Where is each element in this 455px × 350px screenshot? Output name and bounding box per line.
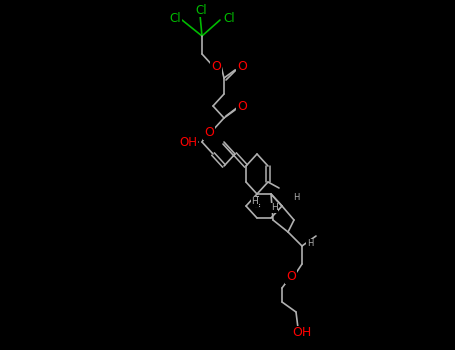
Text: H: H bbox=[252, 197, 258, 206]
Text: O: O bbox=[204, 126, 214, 139]
Text: O: O bbox=[237, 60, 247, 72]
Text: H: H bbox=[307, 239, 313, 248]
Text: Cl: Cl bbox=[169, 13, 181, 26]
Text: O: O bbox=[211, 60, 221, 72]
Text: H: H bbox=[271, 203, 278, 212]
Text: H: H bbox=[293, 194, 299, 203]
Text: OH: OH bbox=[293, 327, 312, 340]
Text: Cl: Cl bbox=[195, 4, 207, 16]
Text: OH: OH bbox=[179, 135, 197, 148]
Text: Cl: Cl bbox=[223, 13, 235, 26]
Text: O: O bbox=[286, 270, 296, 282]
Text: O: O bbox=[237, 99, 247, 112]
